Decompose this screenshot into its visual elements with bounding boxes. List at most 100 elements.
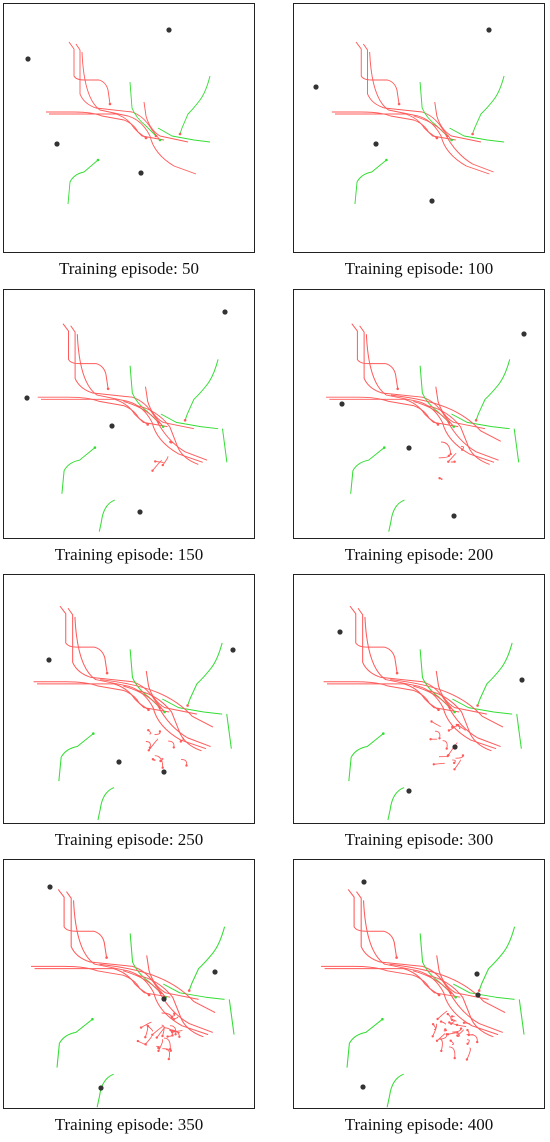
red-trajectory xyxy=(158,1039,164,1052)
obstacle-dot xyxy=(360,1084,366,1090)
red-trajectory xyxy=(355,41,400,105)
red-trajectory xyxy=(326,396,439,425)
red-trajectory xyxy=(449,1022,459,1026)
obstacle-dot xyxy=(24,395,30,401)
red-trajectory xyxy=(347,889,398,958)
red-trajectory xyxy=(70,325,164,427)
green-trajectory xyxy=(513,428,520,463)
trajectory-endpoint xyxy=(438,477,441,480)
red-trajectory xyxy=(156,1026,166,1038)
red-trajectory xyxy=(57,889,108,958)
red-trajectory xyxy=(99,963,216,1014)
red-trajectory xyxy=(170,1025,177,1035)
trajectory-endpoint xyxy=(429,738,432,741)
green-trajectory xyxy=(184,359,219,421)
trajectory-endpoint xyxy=(448,706,452,709)
red-trajectory xyxy=(435,386,486,430)
trajectory-endpoint xyxy=(154,134,158,138)
trajectory-endpoint xyxy=(178,1035,181,1038)
trajectory-endpoint xyxy=(466,1042,469,1045)
red-trajectory xyxy=(434,101,482,143)
obstacle-dot xyxy=(109,423,115,429)
red-trajectory xyxy=(365,334,495,463)
trajectory-endpoint xyxy=(172,746,175,749)
red-trajectory xyxy=(351,323,399,389)
trajectory-endpoint xyxy=(173,1012,176,1015)
trajectory-endpoint xyxy=(147,749,150,752)
obstacle-dot xyxy=(429,198,435,204)
obstacle-dot xyxy=(222,309,228,315)
trajectory-endpoint xyxy=(456,1031,459,1034)
trajectory-endpoint xyxy=(450,1015,454,1018)
obstacle-dot xyxy=(212,969,218,975)
red-trajectory xyxy=(140,1021,152,1028)
red-trajectory xyxy=(155,460,164,463)
trajectory-endpoint xyxy=(91,1017,94,1021)
red-trajectory xyxy=(324,968,461,998)
trajectory-endpoint xyxy=(92,732,95,735)
trajectory-endpoint xyxy=(432,763,435,766)
red-trajectory xyxy=(356,891,456,998)
red-trajectory xyxy=(433,762,445,765)
red-trajectory xyxy=(122,970,213,1033)
green-trajectory xyxy=(162,698,223,715)
trajectory-plot xyxy=(31,884,235,1108)
panel-caption: Training episode: 250 xyxy=(54,830,204,849)
trajectory-endpoint xyxy=(446,134,449,138)
obstacle-dot xyxy=(451,513,457,519)
green-trajectory xyxy=(478,926,516,991)
red-trajectory xyxy=(412,970,503,1033)
trajectory-endpoint xyxy=(450,1018,454,1022)
red-trajectory xyxy=(426,689,492,752)
trajectory-plot xyxy=(326,323,527,532)
trajectory-endpoint xyxy=(476,704,479,707)
trajectory-endpoint xyxy=(452,425,455,428)
trajectory-endpoint xyxy=(158,706,162,709)
red-trajectory xyxy=(413,115,494,173)
trajectory-endpoint xyxy=(462,1021,466,1024)
red-trajectory xyxy=(435,670,487,715)
obstacle-dot xyxy=(138,170,144,176)
trajectory-endpoint xyxy=(158,730,162,733)
obstacle-dot xyxy=(519,677,525,683)
trajectory-endpoint xyxy=(136,1039,140,1043)
trajectory-endpoint xyxy=(396,387,399,391)
trajectory-endpoint xyxy=(144,1043,147,1046)
obstacle-dot xyxy=(373,141,379,147)
trajectory-endpoint xyxy=(151,758,155,761)
red-trajectory xyxy=(326,683,460,713)
red-trajectory xyxy=(466,1047,471,1060)
obstacle-dot xyxy=(406,788,412,794)
trajectory-endpoint xyxy=(439,1020,443,1023)
red-trajectory xyxy=(137,974,204,1038)
trajectory-endpoint xyxy=(146,423,149,426)
red-trajectory xyxy=(152,459,162,471)
red-trajectory xyxy=(334,113,456,141)
trajectory-endpoint xyxy=(449,1039,452,1042)
trajectory-endpoint xyxy=(431,1023,435,1026)
trajectory-endpoint xyxy=(105,956,108,959)
green-trajectory xyxy=(187,642,223,706)
green-trajectory xyxy=(348,733,384,782)
red-trajectory xyxy=(73,900,209,1036)
obstacle-dot xyxy=(25,56,31,62)
red-trajectory xyxy=(436,1032,446,1042)
obstacle-dot xyxy=(486,27,492,33)
red-trajectory xyxy=(81,51,197,175)
trajectory-plot xyxy=(321,879,525,1108)
trajectory-endpoint xyxy=(453,768,456,771)
trajectory-endpoint xyxy=(455,723,458,727)
red-trajectory xyxy=(41,398,168,428)
trajectory-endpoint xyxy=(185,764,188,767)
trajectory-endpoint xyxy=(382,732,385,735)
green-trajectory xyxy=(56,1018,93,1068)
red-trajectory xyxy=(362,43,452,141)
trajectory-endpoint xyxy=(96,158,100,162)
red-trajectory xyxy=(147,1025,153,1032)
green-trajectory xyxy=(157,127,211,143)
red-trajectory xyxy=(390,394,502,442)
trajectory-endpoint xyxy=(447,454,451,457)
trajectory-endpoint xyxy=(158,138,162,142)
red-trajectory xyxy=(136,405,199,465)
trajectory-endpoint xyxy=(172,1018,175,1021)
